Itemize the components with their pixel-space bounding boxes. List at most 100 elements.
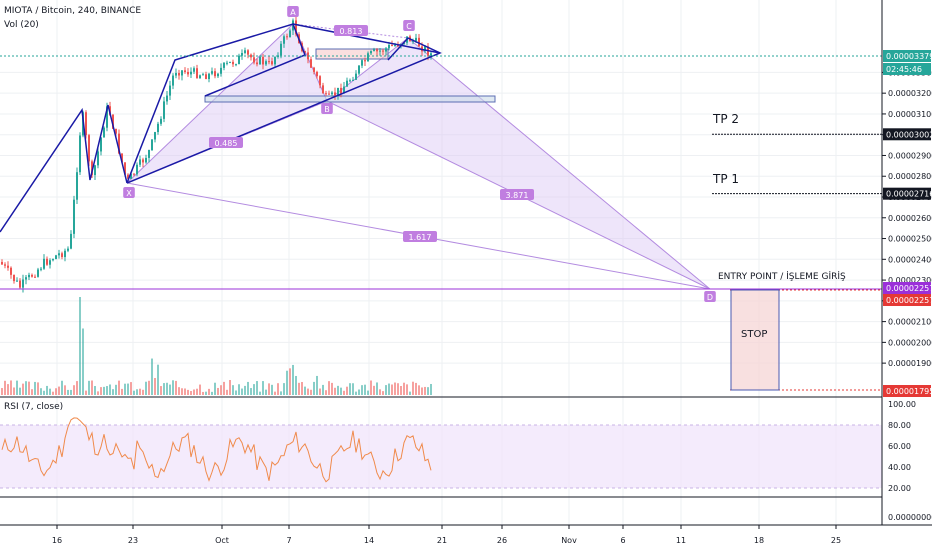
candle-body bbox=[211, 71, 213, 74]
volume-bar bbox=[295, 375, 297, 395]
volume-bar bbox=[61, 380, 63, 395]
time-tick-label: 26 bbox=[497, 536, 507, 545]
volume-bar bbox=[382, 391, 384, 395]
volume-bar bbox=[349, 383, 351, 395]
rsi-line bbox=[1, 417, 432, 483]
candle-body bbox=[352, 79, 354, 81]
volume-bar bbox=[31, 389, 33, 395]
volume-bar bbox=[316, 375, 318, 395]
candle-body bbox=[55, 255, 57, 260]
volume-bar bbox=[202, 391, 204, 395]
candle-body bbox=[181, 70, 183, 76]
candle-body bbox=[286, 36, 288, 38]
tp1-price-badge: 0.00002716 bbox=[886, 190, 932, 199]
ratio-bd-label-bg bbox=[500, 189, 534, 200]
candle-body bbox=[178, 73, 180, 76]
candle-body bbox=[124, 162, 126, 175]
entry-price-badge-2: 0.00002257 bbox=[886, 296, 932, 305]
rsi-tick-label: 60.00 bbox=[888, 442, 911, 451]
volume-bar bbox=[118, 380, 120, 395]
volume-bar bbox=[121, 388, 123, 395]
time-tick-label: 14 bbox=[364, 536, 374, 545]
volume-bar bbox=[424, 386, 426, 395]
volume-bar bbox=[376, 382, 378, 395]
candle-body bbox=[61, 253, 63, 258]
candle-body bbox=[136, 164, 138, 175]
candle-body bbox=[349, 80, 351, 82]
candle-body bbox=[67, 248, 69, 251]
current-price-badge-bg bbox=[883, 50, 931, 62]
volume-bar bbox=[274, 391, 276, 395]
current-price-badge: 0.00003379 bbox=[886, 52, 932, 61]
candle-body bbox=[220, 67, 222, 74]
volume-bar bbox=[67, 389, 69, 395]
annotation-labels: A B C D X 0.813 0.485 3.871 1.617 TP 2 TP 1 ENTRY P… bbox=[123, 6, 846, 340]
volume-bar bbox=[262, 381, 264, 395]
volume-bar bbox=[283, 383, 285, 395]
candle-body bbox=[238, 55, 240, 65]
volume-bar bbox=[394, 382, 396, 395]
volume-bar bbox=[106, 386, 108, 395]
candle-body bbox=[202, 74, 204, 76]
volume-bar bbox=[226, 389, 228, 395]
volume-bar bbox=[319, 388, 321, 395]
stop-price-badge: 0.00001795 bbox=[886, 387, 932, 396]
candle-body bbox=[241, 52, 243, 56]
volume-bar bbox=[235, 390, 237, 395]
volume-bar bbox=[403, 382, 405, 395]
time-tick-label: 25 bbox=[831, 536, 841, 545]
volume-bar bbox=[397, 383, 399, 395]
candle-body bbox=[16, 280, 18, 282]
countdown-badge: 02:45:46 bbox=[886, 65, 922, 74]
candle-body bbox=[25, 277, 27, 280]
ratio-xd-label-bg bbox=[403, 231, 437, 242]
time-tick-label: 18 bbox=[754, 536, 764, 545]
volume-bar bbox=[10, 380, 12, 395]
price-tick-label: 0.00002400 bbox=[888, 255, 932, 264]
point-b-label-bg bbox=[321, 103, 333, 114]
candle-body bbox=[40, 268, 42, 270]
volume-bar bbox=[310, 389, 312, 395]
ratio-bd-label: 3.871 bbox=[506, 191, 529, 200]
volume-bar bbox=[253, 384, 255, 395]
volume-bar bbox=[124, 383, 126, 395]
countdown-badge-bg bbox=[883, 63, 931, 75]
point-x-label: X bbox=[126, 189, 132, 198]
volume-bar bbox=[190, 391, 192, 395]
price-tick-label: 0.00002900 bbox=[888, 151, 932, 160]
volume-bar bbox=[358, 389, 360, 395]
candle-body bbox=[148, 150, 150, 158]
candle-body bbox=[43, 258, 45, 269]
candle-body bbox=[175, 73, 177, 76]
candle-body bbox=[190, 71, 192, 75]
volume-bar bbox=[151, 358, 153, 395]
candle-body bbox=[196, 68, 198, 79]
candle-body bbox=[274, 56, 276, 65]
candle-body bbox=[205, 74, 207, 80]
volume-bar bbox=[100, 387, 102, 395]
volume-bar bbox=[292, 364, 294, 395]
volume-bar bbox=[391, 384, 393, 395]
candle-body bbox=[10, 267, 12, 275]
rsi-pane bbox=[0, 396, 882, 498]
candle-body bbox=[112, 114, 114, 129]
volume-bars bbox=[1, 297, 432, 395]
volume-bar bbox=[400, 386, 402, 395]
candles bbox=[1, 15, 432, 293]
volume-bar bbox=[352, 383, 354, 395]
rsi-tick-label: 20.00 bbox=[888, 484, 911, 493]
volume-bar bbox=[421, 387, 423, 395]
candle-body bbox=[172, 75, 174, 86]
candle-body bbox=[226, 62, 228, 64]
candle-body bbox=[415, 37, 417, 41]
volume-bar bbox=[25, 381, 27, 395]
point-d-label: D bbox=[707, 293, 713, 302]
volume-bar bbox=[214, 382, 216, 395]
volume-bar bbox=[4, 380, 6, 395]
volume-bar bbox=[103, 386, 105, 395]
price-tick-label: 0.00002100 bbox=[888, 318, 932, 327]
volume-bar bbox=[52, 391, 54, 395]
time-tick-label: Oct bbox=[215, 536, 229, 545]
